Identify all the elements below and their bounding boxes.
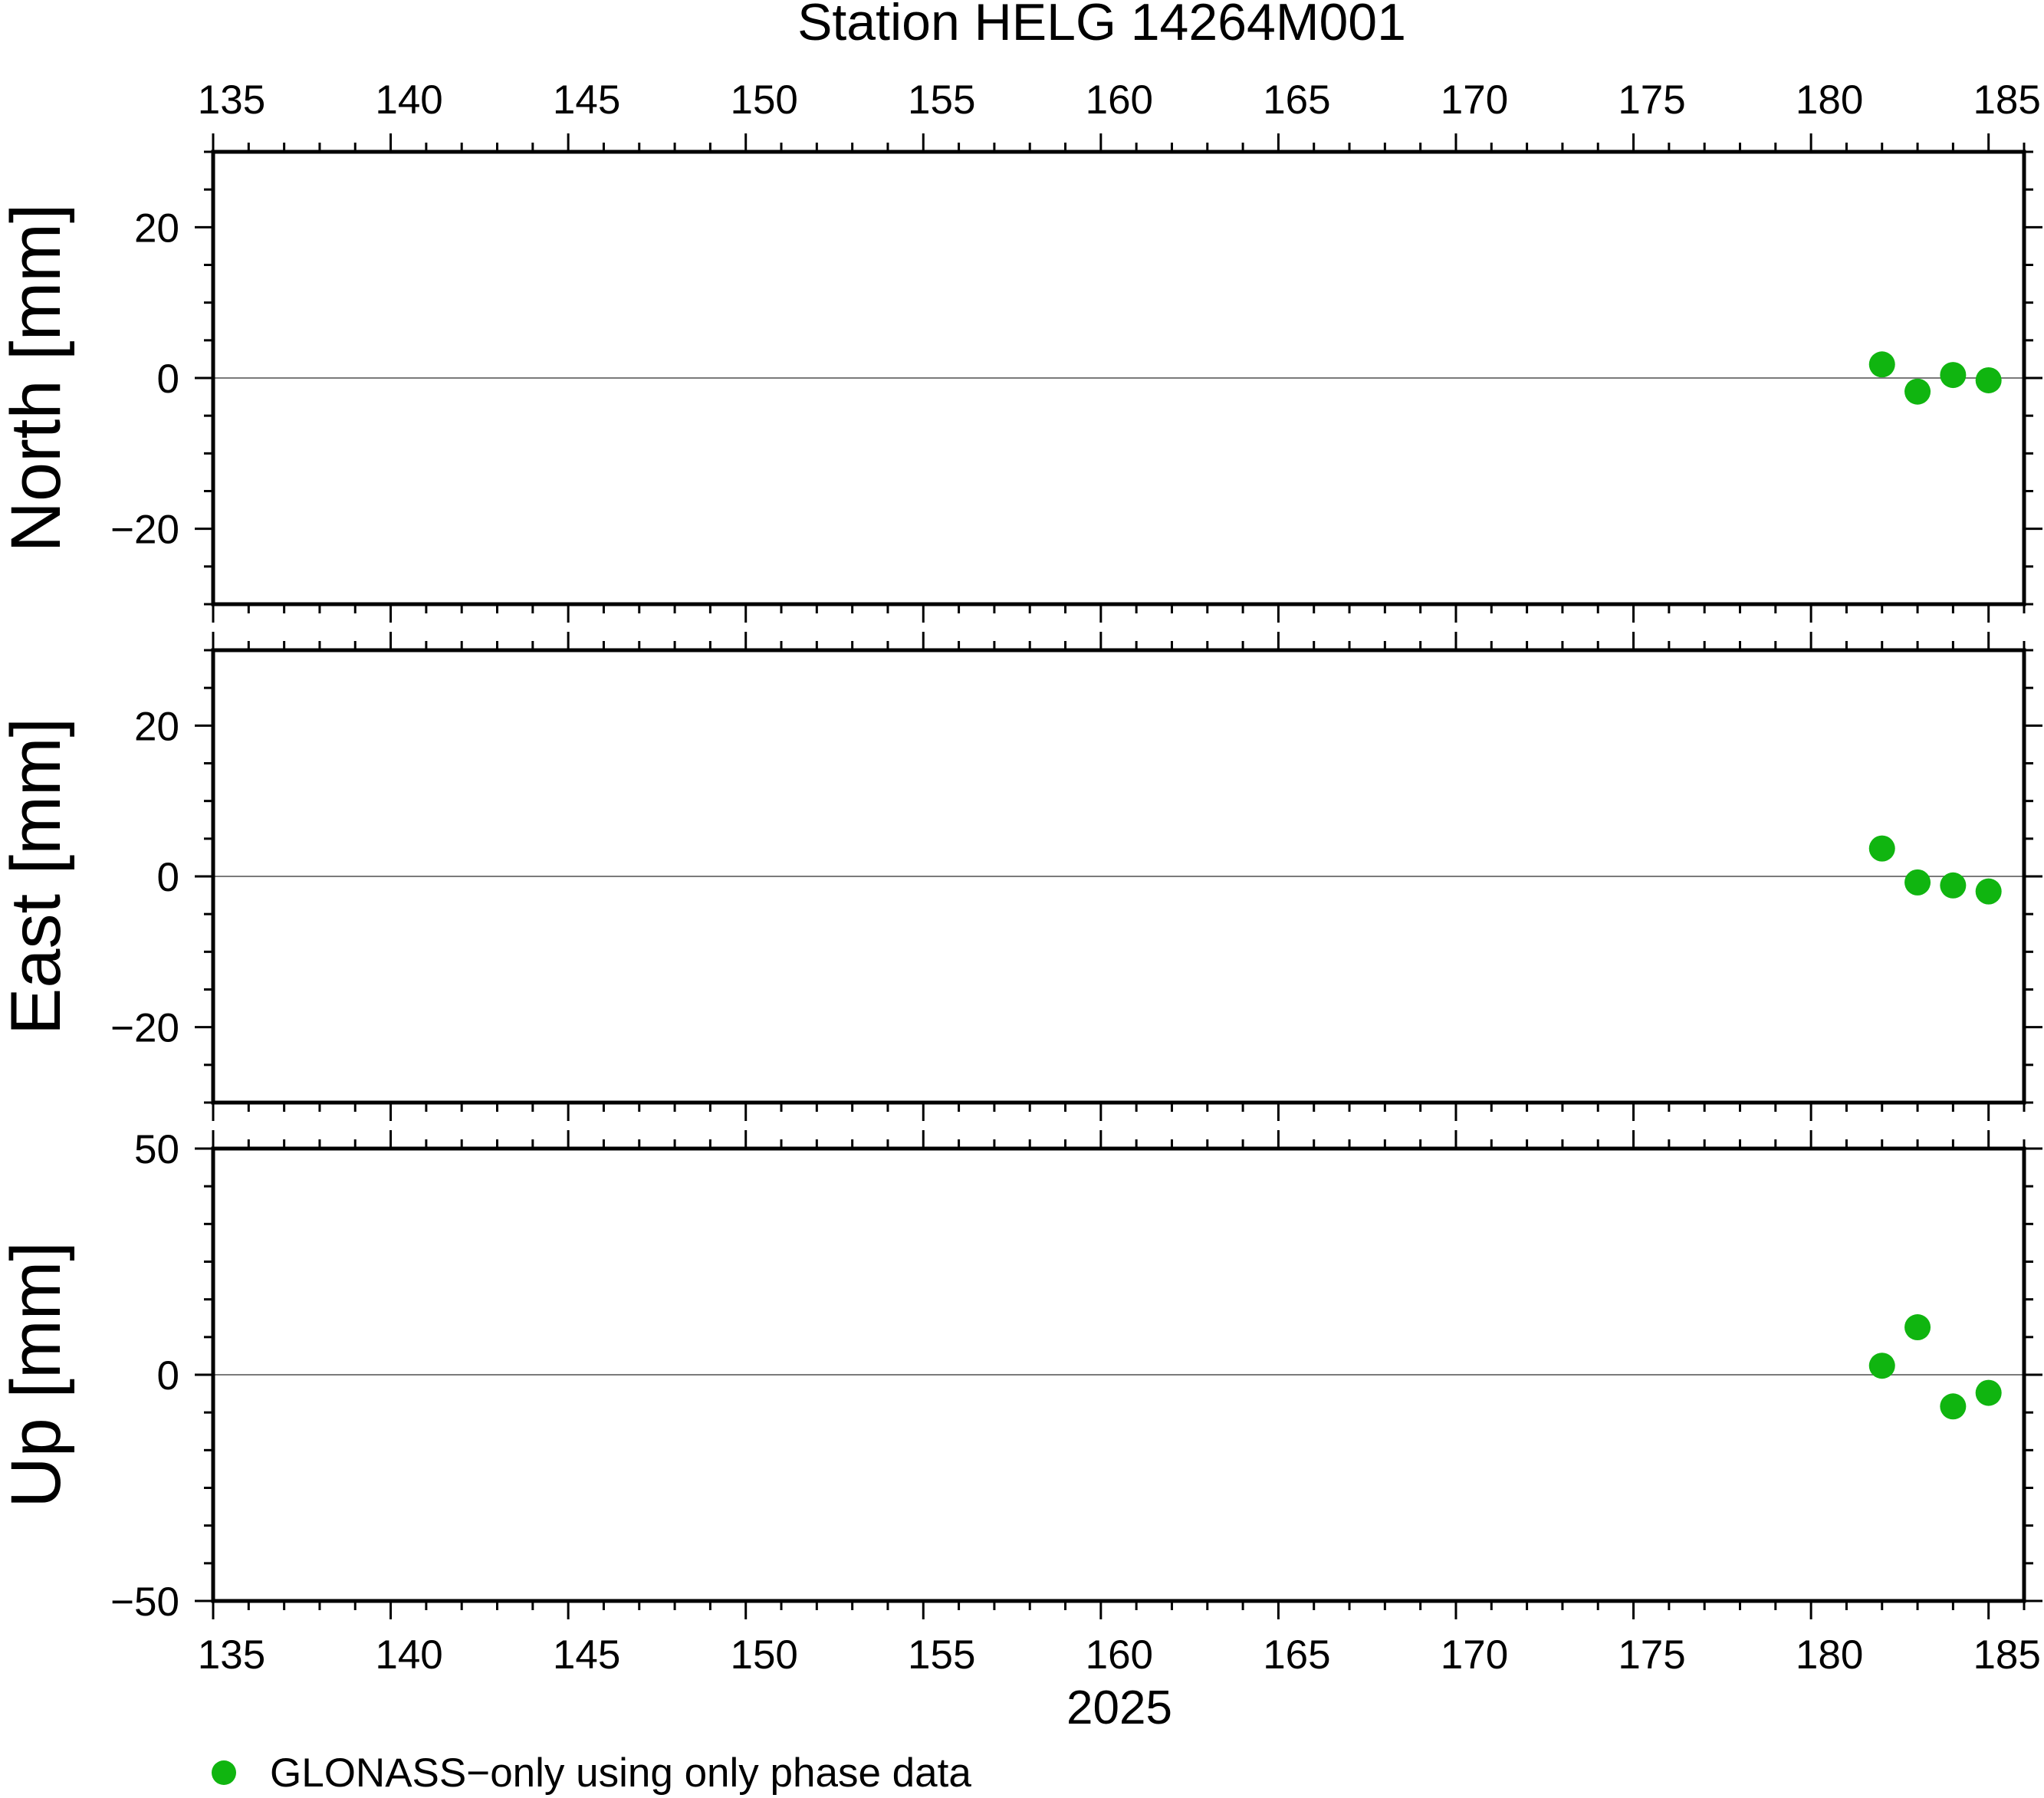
panel-up: −50 0 50 Up [mm]	[0, 1127, 2042, 1625]
y-tick-label: −50	[110, 1579, 179, 1625]
y-axis-title: East [mm]	[0, 718, 75, 1035]
legend: GLONASS−only using only phase data	[212, 1750, 971, 1796]
chart-title: Station HELG 14264M001	[797, 0, 1406, 51]
top-x-tick-label: 160	[1086, 77, 1153, 123]
y-axis-title: North [mm]	[0, 204, 75, 553]
data-point	[1940, 1393, 1967, 1420]
bottom-x-axis: 135 140 145 150 155 160 165 170 175 180 185	[198, 1632, 2041, 1678]
legend-marker	[212, 1760, 236, 1785]
data-point	[1975, 1379, 2002, 1406]
y-tick-label: −20	[110, 1006, 179, 1051]
data-point	[1940, 872, 1967, 899]
bottom-x-tick-label: 175	[1618, 1632, 1685, 1678]
y-tick-label: 0	[157, 1353, 179, 1399]
top-x-tick-label: 145	[553, 77, 620, 123]
bottom-x-tick-label: 180	[1796, 1632, 1863, 1678]
y-axis-title: Up [mm]	[0, 1241, 75, 1508]
bottom-x-tick-label: 145	[553, 1632, 620, 1678]
bottom-x-tick-label: 165	[1263, 1632, 1330, 1678]
top-x-axis: 135 140 145 150 155 160 165 170 175 180 185	[198, 77, 2041, 123]
top-x-tick-label: 140	[375, 77, 442, 123]
y-tick-label: 20	[134, 205, 179, 251]
data-point	[1868, 1353, 1895, 1379]
y-tick-label: 50	[134, 1127, 179, 1172]
panel-north: −20 0 20 North [mm]	[0, 133, 2042, 623]
panels: −20 0 20 North [mm] −20 0 20 East [mm] −50 0 50 Up …	[0, 77, 2042, 1625]
top-x-tick-label: 165	[1263, 77, 1330, 123]
bottom-x-tick-label: 155	[908, 1632, 975, 1678]
data-point	[1904, 1314, 1931, 1341]
data-point	[1975, 367, 2002, 393]
legend-label: GLONASS−only using only phase data	[270, 1750, 971, 1796]
data-point	[1904, 378, 1931, 405]
panel-east: −20 0 20 East [mm]	[0, 632, 2042, 1121]
bottom-x-tick-label: 135	[198, 1632, 265, 1678]
top-x-tick-label: 180	[1796, 77, 1863, 123]
y-tick-label: 0	[157, 357, 179, 402]
bottom-x-tick-label: 140	[375, 1632, 442, 1678]
y-tick-label: −20	[110, 508, 179, 553]
bottom-x-tick-label: 170	[1441, 1632, 1508, 1678]
data-point	[1975, 878, 2002, 905]
top-x-tick-label: 170	[1441, 77, 1508, 123]
bottom-x-tick-label: 160	[1086, 1632, 1153, 1678]
data-point	[1904, 869, 1931, 896]
data-point	[1940, 362, 1967, 389]
top-x-tick-label: 175	[1618, 77, 1685, 123]
top-x-tick-label: 155	[908, 77, 975, 123]
top-x-tick-label: 185	[1973, 77, 2040, 123]
y-tick-label: 0	[157, 855, 179, 900]
data-point	[1868, 351, 1895, 378]
bottom-x-tick-label: 185	[1973, 1632, 2040, 1678]
y-tick-label: 20	[134, 704, 179, 749]
top-x-tick-label: 150	[730, 77, 797, 123]
bottom-x-tick-label: 150	[730, 1632, 797, 1678]
x-axis-title: 2025	[1066, 1681, 1172, 1734]
top-x-tick-label: 135	[198, 77, 265, 123]
data-point	[1868, 835, 1895, 862]
